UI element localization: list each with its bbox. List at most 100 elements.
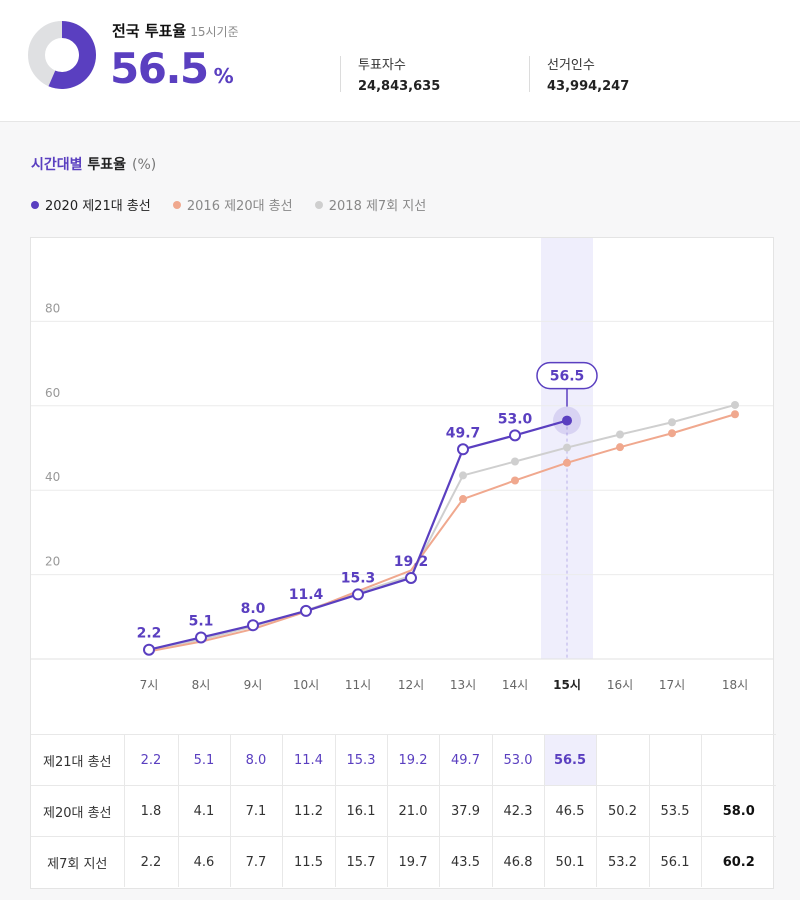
table-cell: 42.3: [491, 785, 544, 837]
series-point[interactable]: [352, 588, 364, 601]
series-point[interactable]: [300, 604, 312, 617]
table-cell: 53.5: [648, 785, 701, 837]
data-label: 15.3: [341, 570, 376, 586]
table-cell: 56.1: [648, 836, 701, 887]
data-label: 19.2: [394, 554, 429, 570]
series-point: [459, 471, 467, 480]
turnout-rate-value: 56.5: [110, 44, 209, 93]
table-cell: 50.1: [543, 836, 596, 887]
series-point: [563, 458, 571, 467]
data-label: 11.4: [289, 587, 324, 603]
series-point: [511, 457, 519, 466]
series-point[interactable]: [509, 429, 521, 442]
turnout-rate: 56.5%: [110, 44, 234, 93]
legend-item-2020[interactable]: 2020 제21대 총선: [31, 195, 151, 214]
table-cell: 46.5: [543, 785, 596, 837]
table-cell: 58.0: [700, 785, 776, 837]
voters-stat: 투표자수 24,843,635: [358, 54, 440, 94]
data-label: 5.1: [189, 613, 214, 629]
chart-legend: 2020 제21대 총선 2016 제20대 총선 2018 제7회 지선: [31, 195, 444, 214]
table-cell: 53.2: [595, 836, 649, 887]
table-cell: 21.0: [386, 785, 439, 837]
table-cell: [700, 734, 776, 786]
table-cell: 7.1: [229, 785, 282, 837]
y-tick-label: 80: [45, 301, 60, 315]
x-tick-label: 7시: [140, 678, 159, 692]
table-cell: 56.5: [543, 734, 596, 786]
series-point: [616, 443, 624, 452]
y-tick-label: 40: [45, 470, 60, 484]
voters-label: 투표자수: [358, 58, 406, 73]
table-cell: [595, 734, 649, 786]
table-cell: 11.5: [281, 836, 335, 887]
series-point[interactable]: [195, 631, 207, 644]
legend-label: 2020 제21대 총선: [45, 199, 151, 214]
table-cell: 11.4: [281, 734, 335, 786]
series-line: [148, 413, 736, 653]
table-cell: 11.2: [281, 785, 335, 837]
section-title-rest: 투표율: [82, 157, 127, 173]
series-line: [148, 403, 736, 651]
x-tick-label: 12시: [398, 678, 424, 692]
header-title-text: 전국 투표율: [112, 22, 187, 40]
table-row: 제21대 총선 2.2 5.1 8.0 11.4 15.3 19.2 49.7 53.0 56.5: [31, 734, 776, 786]
data-label: 53.0: [498, 411, 533, 427]
series-point: [616, 430, 624, 439]
table-cell: 4.1: [177, 785, 230, 837]
x-tick-label: 8시: [192, 678, 211, 692]
series-point[interactable]: [405, 571, 417, 584]
table-cell: 1.8: [123, 785, 178, 837]
legend-label: 2018 제7회 지선: [328, 199, 427, 214]
table-cell: 60.2: [700, 836, 776, 887]
legend-item-2016[interactable]: 2016 제20대 총선: [172, 195, 293, 214]
table-cell: 5.1: [177, 734, 230, 786]
electorate-stat: 선거인수 43,994,247: [547, 54, 629, 94]
table-cell: 7.7: [229, 836, 282, 887]
electorate-value: 43,994,247: [547, 79, 630, 94]
series-point[interactable]: [143, 643, 155, 656]
table-cell: [648, 734, 701, 786]
x-tick-label: 15시: [553, 678, 581, 692]
y-tick-label: 20: [45, 555, 60, 569]
data-label: 49.7: [446, 425, 481, 441]
table-cell: 2.2: [123, 734, 178, 786]
section-title-highlight: 시간대별: [31, 157, 83, 173]
table-cell: 37.9: [438, 785, 492, 837]
legend-dot: [31, 200, 39, 209]
donut-fill: [48, 21, 96, 89]
divider: [340, 56, 341, 92]
legend-dot: [314, 200, 323, 209]
table-row: 제20대 총선 1.8 4.1 7.1 11.2 16.1 21.0 37.9 42.3 46.5…: [31, 785, 776, 837]
divider: [529, 56, 530, 92]
turnout-line-chart: 204060801002.25.18.011.415.319.249.753.0…: [31, 238, 773, 692]
x-tick-label: 13시: [450, 678, 476, 692]
voters-value: 24,843,635: [358, 79, 441, 94]
series-point: [668, 429, 676, 438]
x-tick-label: 18시: [722, 678, 748, 692]
table-cell: 53.0: [491, 734, 544, 786]
table-row-label: 제7회 지선: [31, 836, 124, 887]
x-tick-label: 14시: [502, 678, 528, 692]
table-row-label: 제20대 총선: [31, 785, 124, 837]
legend-label: 2016 제20대 총선: [186, 199, 293, 214]
x-tick-label: 10시: [293, 678, 319, 692]
header-title: 전국 투표율 15시기준: [112, 20, 239, 41]
series-point: [459, 495, 467, 504]
table-cell: 8.0: [229, 734, 282, 786]
series-point: [668, 418, 676, 427]
series-point[interactable]: [457, 443, 469, 456]
data-label: 2.2: [137, 626, 162, 642]
y-tick-label: 60: [45, 386, 60, 400]
table-cell: 4.6: [177, 836, 230, 887]
series-point: [511, 476, 519, 485]
table-row: 제7회 지선 2.2 4.6 7.7 11.5 15.7 19.7 43.5 46.8 50.1 5…: [31, 836, 776, 887]
as-of-time: 15시기준: [190, 25, 239, 39]
series-point[interactable]: [247, 619, 259, 632]
data-label: 56.5: [550, 369, 585, 385]
table-cell: 2.2: [123, 836, 178, 887]
series-point: [563, 443, 571, 452]
table-cell: 43.5: [438, 836, 492, 887]
x-tick-label: 17시: [659, 678, 685, 692]
legend-item-2018[interactable]: 2018 제7회 지선: [314, 195, 427, 214]
series-point[interactable]: [562, 415, 572, 426]
